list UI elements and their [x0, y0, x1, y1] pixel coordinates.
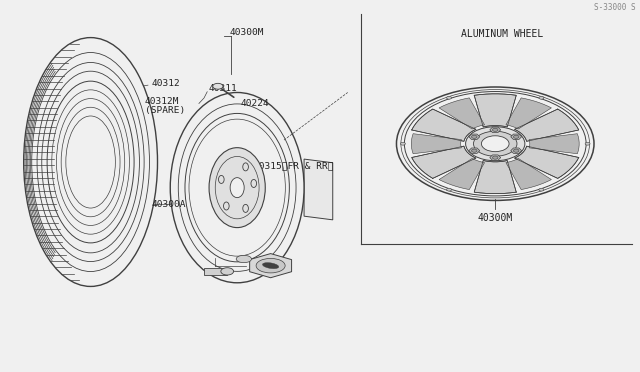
- Text: ALUMINUM WHEEL: ALUMINUM WHEEL: [461, 29, 543, 39]
- Ellipse shape: [262, 263, 279, 269]
- Text: 40312: 40312: [151, 79, 180, 88]
- Text: (SPARE): (SPARE): [145, 106, 185, 115]
- Ellipse shape: [209, 148, 265, 228]
- Circle shape: [492, 128, 498, 131]
- Polygon shape: [439, 158, 484, 190]
- Ellipse shape: [256, 259, 285, 273]
- Circle shape: [513, 135, 519, 138]
- Ellipse shape: [24, 38, 157, 286]
- Ellipse shape: [185, 113, 289, 262]
- Circle shape: [492, 156, 498, 159]
- Polygon shape: [412, 134, 461, 154]
- Polygon shape: [412, 146, 476, 179]
- Polygon shape: [250, 254, 292, 278]
- Ellipse shape: [47, 81, 134, 243]
- Polygon shape: [490, 155, 500, 160]
- Polygon shape: [511, 134, 522, 140]
- Polygon shape: [506, 98, 552, 129]
- Polygon shape: [474, 160, 516, 193]
- Text: 40300M: 40300M: [477, 213, 513, 223]
- Ellipse shape: [223, 202, 229, 210]
- Polygon shape: [439, 98, 484, 129]
- Polygon shape: [490, 127, 500, 132]
- Polygon shape: [474, 94, 516, 127]
- Text: 40311: 40311: [209, 84, 237, 93]
- Text: S-33000 S: S-33000 S: [594, 3, 636, 12]
- Text: 40224: 40224: [241, 99, 269, 108]
- Text: 40300A: 40300A: [151, 200, 186, 209]
- Circle shape: [539, 188, 544, 191]
- Circle shape: [474, 131, 517, 156]
- Polygon shape: [304, 159, 333, 220]
- Ellipse shape: [218, 176, 224, 183]
- Circle shape: [396, 87, 594, 201]
- Polygon shape: [469, 134, 480, 140]
- Ellipse shape: [230, 178, 244, 198]
- Polygon shape: [506, 158, 552, 190]
- Circle shape: [539, 96, 544, 99]
- Ellipse shape: [170, 93, 304, 283]
- Circle shape: [212, 83, 223, 89]
- Polygon shape: [469, 148, 480, 153]
- Ellipse shape: [243, 163, 248, 171]
- Circle shape: [447, 96, 452, 99]
- Circle shape: [585, 142, 590, 145]
- Polygon shape: [511, 148, 522, 153]
- Text: 40315〈FR & RR〉: 40315〈FR & RR〉: [253, 161, 333, 170]
- Polygon shape: [204, 268, 227, 275]
- Circle shape: [401, 142, 405, 145]
- Circle shape: [481, 136, 509, 152]
- Ellipse shape: [221, 268, 234, 275]
- Circle shape: [447, 188, 452, 191]
- Ellipse shape: [243, 204, 248, 212]
- Polygon shape: [412, 109, 476, 141]
- Ellipse shape: [251, 179, 257, 187]
- Polygon shape: [515, 146, 579, 179]
- Text: 40300M: 40300M: [230, 28, 264, 36]
- Polygon shape: [529, 134, 579, 154]
- Circle shape: [472, 135, 477, 138]
- Ellipse shape: [236, 255, 252, 263]
- Circle shape: [513, 149, 519, 152]
- Polygon shape: [515, 109, 579, 141]
- Text: 40312M: 40312M: [145, 97, 179, 106]
- Circle shape: [472, 149, 477, 152]
- Circle shape: [466, 127, 525, 161]
